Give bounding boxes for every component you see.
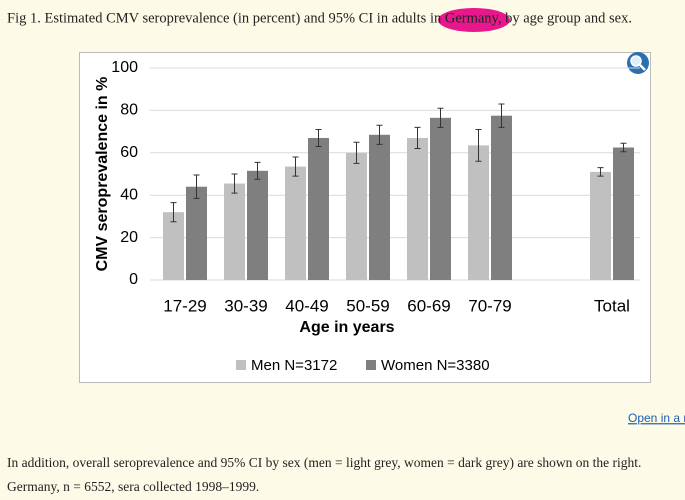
bar [590, 171, 611, 280]
x-tick-label: 17-29 [163, 296, 206, 315]
legend-swatch [366, 360, 376, 370]
x-tick-label: 70-79 [468, 296, 511, 315]
error-bar [315, 128, 322, 147]
error-bar [597, 167, 604, 177]
y-tick-label: 100 [111, 59, 138, 76]
error-bar [414, 126, 421, 150]
x-tick-label: 60-69 [407, 296, 450, 315]
x-tick-label: 30-39 [224, 296, 267, 315]
legend-label: Women N=3380 [381, 357, 490, 374]
legend-label: Men N=3172 [251, 357, 337, 374]
bar [224, 183, 245, 280]
bar [247, 170, 268, 280]
bar [407, 137, 428, 280]
y-tick-label: 60 [120, 144, 138, 161]
error-bar [170, 202, 177, 223]
bar [613, 147, 634, 280]
error-bar [254, 161, 261, 180]
highlight [438, 8, 510, 32]
x-axis-title: Age in years [299, 319, 394, 336]
bar [308, 137, 329, 280]
y-tick-label: 0 [129, 271, 138, 288]
error-bar [292, 156, 299, 177]
x-tick-label: 50-59 [346, 296, 389, 315]
error-bar [475, 128, 482, 162]
error-bar [376, 124, 383, 145]
bar [346, 152, 367, 280]
error-bar [437, 107, 444, 128]
bar [468, 145, 489, 280]
bar [285, 166, 306, 280]
y-tick-label: 20 [120, 229, 138, 246]
error-bar [231, 173, 238, 194]
bar [491, 115, 512, 280]
error-bar [353, 141, 360, 164]
error-bar [620, 142, 627, 153]
legend-swatch [236, 360, 246, 370]
icon-lens [630, 55, 642, 67]
paragraph-line: Germany, n = 6552, sera collected 1998–1… [7, 479, 259, 494]
bar [163, 212, 184, 280]
y-tick-label: 40 [120, 186, 138, 203]
open-link[interactable]: Open in a n [628, 411, 685, 425]
x-tick-label: Total [594, 296, 630, 315]
figure-caption: Fig 1. Estimated CMV seroprevalence (in … [7, 10, 632, 26]
icon-handle [639, 64, 646, 71]
magnifier-icon[interactable] [627, 52, 649, 74]
bar [186, 186, 207, 280]
x-tick-label: 40-49 [285, 296, 328, 315]
error-bar [498, 103, 505, 128]
bar [430, 117, 451, 280]
error-bar [193, 174, 200, 199]
bar [369, 134, 390, 280]
y-tick-label: 80 [120, 102, 138, 119]
paragraph-line: In addition, overall seroprevalence and … [7, 455, 641, 470]
y-axis-title: CMV seroprevalence in % [94, 77, 111, 272]
